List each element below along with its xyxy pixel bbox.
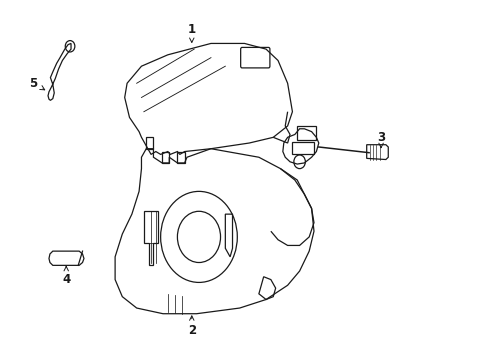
Bar [292, 142, 313, 154]
Text: 1: 1 [187, 23, 196, 42]
Text: 3: 3 [376, 131, 385, 148]
Text: 4: 4 [62, 266, 70, 285]
Bar [297, 126, 316, 140]
Text: 5: 5 [29, 77, 44, 90]
Text: 2: 2 [187, 316, 196, 337]
